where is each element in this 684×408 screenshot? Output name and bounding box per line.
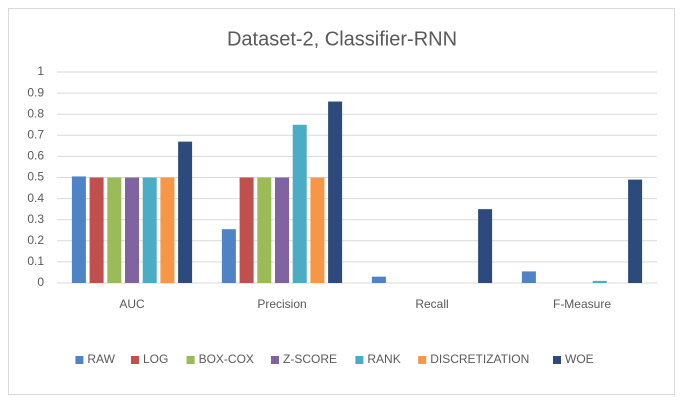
y-tick-label: 0.3 [27,212,44,226]
y-tick-label: 0.2 [27,233,44,247]
chart-title: Dataset-2, Classifier-RNN [227,28,457,50]
y-tick-label: 0.7 [27,127,44,141]
legend-swatch [131,356,139,364]
legend-label: LOG [143,352,168,366]
x-tick-label: Precision [257,297,306,311]
bar [292,124,307,283]
legend-swatch [271,356,279,364]
bar [257,177,272,283]
legend-label: RANK [367,352,400,366]
legend-swatch [75,356,84,364]
bar [221,229,236,283]
legend-label: DISCRETIZATION [430,352,529,366]
bar [478,209,493,283]
bar [521,271,536,283]
bar [310,177,325,283]
legend-swatch [418,356,427,364]
bar [142,177,157,283]
bar [178,141,193,283]
bar [275,177,289,283]
legend-swatch [553,356,561,364]
bar [592,280,607,283]
bar [107,177,122,283]
y-tick-label: 0.5 [27,170,44,184]
bar [328,101,343,283]
bar [371,276,386,283]
bar [628,179,643,283]
y-tick-label: 0.4 [27,191,44,205]
bar [160,177,175,283]
y-tick-label: 0.8 [27,106,44,120]
y-tick-label: 0.9 [27,85,44,99]
legend-label: BOX-COX [199,352,254,366]
legend-swatch [186,356,195,364]
x-tick-label: F-Measure [553,297,611,311]
legend-swatch [355,356,364,364]
legend-label: Z-SCORE [283,352,337,366]
legend-label: RAW [87,352,115,366]
y-tick-label: 0.1 [27,254,44,268]
bar [89,177,104,283]
bar [71,176,86,283]
y-tick-label: 0 [37,275,44,289]
x-tick-label: AUC [119,297,145,311]
bar [125,177,139,283]
x-tick-label: Recall [415,297,448,311]
y-tick-label: 0.6 [27,149,44,163]
bar [239,177,254,283]
y-tick-label: 1 [37,64,44,78]
legend-label: WOE [565,352,594,366]
